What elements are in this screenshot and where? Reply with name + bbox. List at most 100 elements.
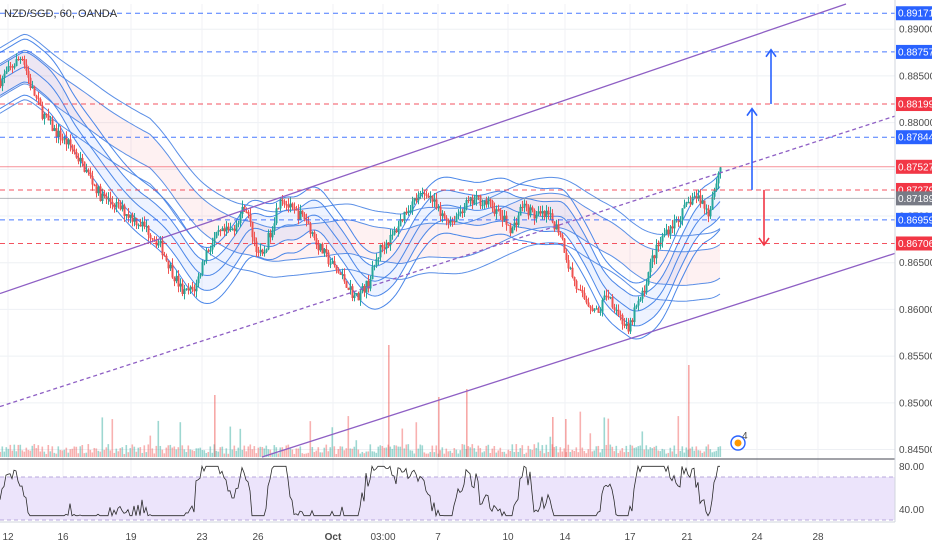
volume-bar	[193, 451, 196, 457]
candle-body	[39, 99, 42, 106]
time-tick-label: 10	[502, 532, 514, 543]
price-tag-label: 0.86706	[898, 239, 932, 250]
volume-bar	[473, 448, 476, 457]
price-tick-label: 0.88500	[899, 71, 932, 82]
candle-body	[399, 219, 402, 227]
volume-bar	[113, 452, 116, 457]
candle-body	[537, 211, 540, 215]
candle-body	[145, 225, 148, 227]
candle-body	[551, 213, 554, 222]
candle-body	[255, 241, 258, 252]
time-tick-label: 17	[624, 532, 636, 543]
candle-body	[289, 203, 292, 208]
volume-bar	[13, 444, 16, 457]
candle-body	[709, 210, 712, 217]
volume-bar	[161, 449, 164, 457]
volume-bar	[487, 444, 490, 457]
volume-bar	[71, 448, 74, 457]
candle-body	[5, 71, 8, 74]
volume-bar	[661, 448, 664, 457]
channel-lower-line	[261, 252, 896, 458]
candle-body	[251, 221, 254, 238]
candle-body	[555, 224, 558, 230]
candle-body	[629, 320, 632, 332]
volume-bar	[449, 450, 452, 457]
volume-bar	[255, 453, 258, 457]
candle-body	[195, 283, 198, 292]
price-axis[interactable]: 0.890000.885000.880000.875000.870000.865…	[896, 0, 932, 550]
volume-bar	[271, 452, 274, 457]
candle-body	[41, 105, 44, 119]
volume-bar	[583, 451, 586, 457]
candle-body	[115, 202, 118, 208]
volume-bar	[493, 446, 496, 457]
candle-body	[547, 210, 550, 215]
event-badge[interactable]: 4	[730, 431, 748, 451]
volume-bar	[719, 446, 722, 457]
candle-body	[583, 292, 586, 299]
volume-bar	[365, 451, 368, 457]
candle-body	[565, 252, 568, 261]
candle-body	[689, 201, 692, 205]
candle-body	[149, 234, 152, 239]
volume-bar	[475, 451, 478, 457]
volume-bar	[703, 451, 706, 457]
volume-bar	[433, 452, 436, 457]
volume-bar	[615, 445, 618, 457]
candle-body	[469, 197, 472, 201]
candle-body	[271, 230, 274, 238]
candle-body	[365, 280, 368, 293]
candle-body	[15, 59, 18, 67]
candle-body	[599, 311, 602, 313]
candle-body	[511, 227, 514, 234]
volume-bar	[93, 447, 96, 457]
price-tag-bg	[896, 44, 932, 59]
time-axis[interactable]: 12 16 19 23 26 Oct 03:00 7 10 14 17 21 24 28	[2, 532, 824, 543]
volume-bar	[471, 444, 474, 457]
price-tick-label: 0.86500	[899, 258, 932, 269]
volume-bar	[587, 449, 590, 457]
volume-bar	[481, 452, 484, 457]
candle-body	[189, 286, 192, 291]
candle-body	[489, 199, 492, 201]
candle-body	[541, 211, 544, 214]
price-tag-label: 0.88199	[898, 100, 932, 111]
volume-bar	[11, 450, 14, 457]
candle-body	[563, 238, 566, 253]
volume-bar	[1, 446, 4, 457]
volume-bar	[523, 453, 526, 457]
candle-body	[471, 197, 474, 204]
volume-bar	[137, 447, 140, 457]
candle-body	[293, 206, 296, 210]
rsi-path	[0, 464, 720, 518]
volume-bar	[693, 450, 696, 457]
candle-body	[703, 200, 706, 209]
candle-body	[513, 222, 516, 228]
fast-band-line	[0, 51, 721, 297]
volume-bar	[345, 448, 348, 457]
price-tag-label: 0.87844	[898, 133, 932, 144]
volume-bar	[421, 445, 424, 457]
volume-bar	[713, 451, 716, 457]
time-tick-label: 26	[252, 532, 264, 543]
volume-bar	[581, 447, 584, 457]
volume-bar	[75, 446, 78, 457]
volume-bar	[335, 453, 338, 457]
volume-bar	[553, 447, 556, 457]
volume-bar	[377, 446, 380, 457]
candle-body	[101, 193, 104, 202]
volume-bar	[9, 444, 12, 457]
volume-bar	[369, 444, 372, 457]
volume-bar	[169, 444, 172, 457]
candle-body	[553, 221, 556, 230]
candle-body	[519, 206, 522, 216]
candle-body	[381, 244, 384, 248]
volume-bar	[357, 449, 360, 457]
candle-body	[461, 211, 464, 213]
volume-bar	[363, 453, 366, 457]
candle-body	[575, 280, 578, 289]
time-tick-label: 21	[681, 532, 693, 543]
volume-bar	[709, 449, 712, 457]
volume-bar	[179, 422, 182, 457]
